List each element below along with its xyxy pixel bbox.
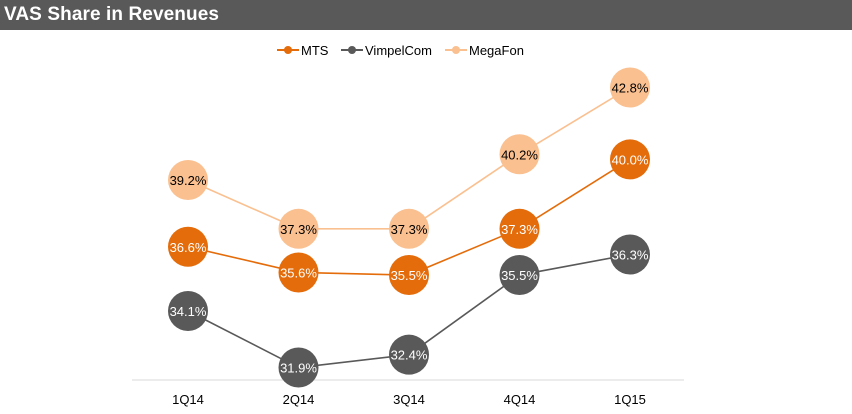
series-line-megafon bbox=[187, 86, 631, 230]
x-tick-label: 2Q14 bbox=[283, 392, 315, 407]
data-point-vimpelcom: 31.9% bbox=[278, 347, 319, 388]
legend-item-vimpelcom: VimpelCom bbox=[341, 43, 432, 58]
data-label: 42.8% bbox=[612, 80, 649, 95]
data-label: 35.5% bbox=[391, 268, 428, 283]
data-point-megafon: 37.3% bbox=[278, 208, 319, 249]
chart-title: VAS Share in Revenues bbox=[4, 4, 220, 25]
x-tick-label: 1Q15 bbox=[614, 392, 646, 407]
data-point-vimpelcom: 34.1% bbox=[168, 291, 208, 332]
data-marker bbox=[610, 234, 650, 275]
data-label: 37.3% bbox=[501, 222, 538, 237]
data-label: 34.1% bbox=[170, 304, 207, 319]
x-axis: 1Q14 2Q14 3Q14 4Q14 1Q15 bbox=[132, 379, 684, 407]
data-label: 35.5% bbox=[501, 268, 538, 283]
data-marker bbox=[389, 255, 429, 296]
legend-marker bbox=[348, 46, 356, 54]
data-marker bbox=[610, 67, 650, 108]
data-point-megafon: 40.2% bbox=[499, 134, 540, 175]
data-point-megafon: 37.3% bbox=[389, 208, 429, 249]
legend: MTS VimpelCom MegaFon bbox=[277, 43, 524, 58]
x-tick-label: 3Q14 bbox=[393, 392, 425, 407]
data-label: 37.3% bbox=[280, 222, 317, 237]
data-marker bbox=[389, 334, 429, 375]
data-point-vimpelcom: 32.4% bbox=[389, 334, 429, 375]
data-label: 31.9% bbox=[280, 361, 317, 376]
x-tick-label: 4Q14 bbox=[504, 392, 536, 407]
x-tick-label: 1Q14 bbox=[172, 392, 204, 407]
data-point-mts: 40.0% bbox=[610, 139, 650, 180]
data-label: 39.2% bbox=[170, 173, 207, 188]
legend-label: VimpelCom bbox=[365, 43, 432, 58]
data-label: 36.6% bbox=[170, 240, 207, 255]
legend-marker bbox=[284, 46, 292, 54]
data-point-megafon: 42.8% bbox=[610, 67, 650, 108]
data-marker bbox=[499, 255, 540, 296]
data-label: 35.6% bbox=[280, 265, 317, 280]
data-marker bbox=[168, 291, 208, 332]
data-marker bbox=[278, 252, 319, 293]
legend-item-megafon: MegaFon bbox=[445, 43, 524, 58]
series-markers: 36.6% 35.6% 35.5% 37.3% 40.0% 34.1% 31.9% 32.4%… bbox=[168, 67, 650, 388]
data-label: 40.0% bbox=[612, 152, 649, 167]
data-marker bbox=[278, 208, 319, 249]
data-point-megafon: 39.2% bbox=[168, 159, 208, 200]
data-point-vimpelcom: 36.3% bbox=[610, 234, 650, 275]
line-chart: MTS VimpelCom MegaFon 1Q14 2Q14 3Q14 4Q14 1Q15… bbox=[132, 43, 684, 407]
legend-label: MegaFon bbox=[469, 43, 524, 58]
title-bar: VAS Share in Revenues bbox=[0, 0, 852, 30]
data-marker bbox=[389, 208, 429, 249]
data-label: 40.2% bbox=[501, 147, 538, 162]
data-marker bbox=[499, 208, 540, 249]
data-label: 36.3% bbox=[612, 247, 649, 262]
data-marker bbox=[499, 134, 540, 175]
data-label: 32.4% bbox=[391, 348, 428, 363]
data-label: 37.3% bbox=[391, 222, 428, 237]
data-marker bbox=[610, 139, 650, 180]
data-marker bbox=[168, 226, 208, 267]
data-point-mts: 35.5% bbox=[389, 255, 429, 296]
data-marker bbox=[168, 159, 208, 200]
legend-label: MTS bbox=[301, 43, 329, 58]
data-marker bbox=[278, 347, 319, 388]
data-point-mts: 36.6% bbox=[168, 226, 208, 267]
legend-marker bbox=[452, 46, 460, 54]
legend-item-mts: MTS bbox=[277, 43, 329, 58]
data-point-vimpelcom: 35.5% bbox=[499, 255, 540, 296]
data-point-mts: 37.3% bbox=[499, 208, 540, 249]
data-point-mts: 35.6% bbox=[278, 252, 319, 293]
